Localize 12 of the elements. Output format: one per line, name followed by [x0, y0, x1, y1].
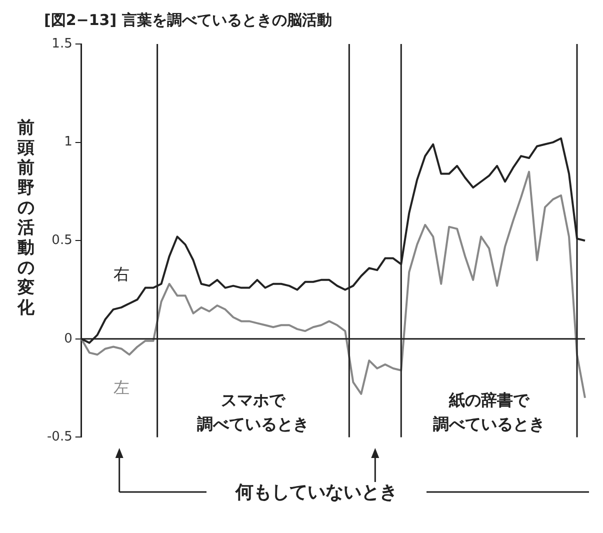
y-tick-label: 1: [64, 134, 72, 150]
y-tick-label: 1.5: [52, 36, 72, 52]
series-label: 左: [113, 378, 130, 397]
series-label: 右: [113, 264, 130, 284]
y-tick-label: -0.5: [46, 430, 72, 445]
text: 前頭前野の活動の変化: [18, 118, 34, 318]
annotation: 紙の辞書で調べているとき: [433, 390, 546, 434]
text: 何もしていないとき: [236, 482, 398, 503]
annotation: スマホで調べているとき: [197, 390, 310, 434]
chart-title: [図2−13] 言葉を調べているときの脳活動: [44, 10, 332, 29]
y-tick-label: 0: [64, 331, 72, 346]
y-tick-label: 0.5: [52, 232, 72, 248]
